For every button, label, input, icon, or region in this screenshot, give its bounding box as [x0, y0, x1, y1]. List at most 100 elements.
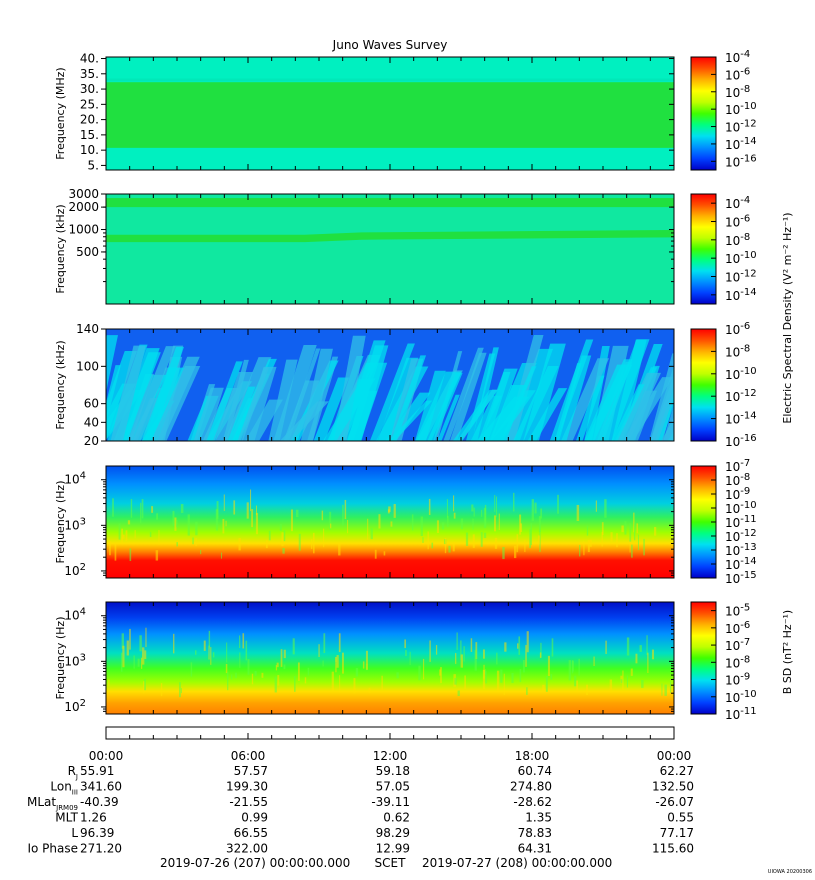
colorbar-tick-label: 10-8: [725, 472, 750, 488]
ephemeris-row-label: RJ: [68, 764, 78, 781]
y-tick-label: 104: [64, 471, 86, 487]
colorbar-tick-label: 10-8: [725, 84, 750, 100]
y-tick-label: 1000: [68, 223, 99, 237]
y-tick-label: 20.: [80, 113, 99, 127]
emission-streak: [470, 395, 503, 441]
emission-streak: [206, 361, 243, 441]
ephemeris-value: 1.26: [80, 811, 107, 825]
y-tick-label: 5.: [88, 158, 99, 172]
emission-streak: [449, 352, 487, 441]
time-axis: 00:00 06:00 12:00 18:00 00:00 RJ 55.91 57.57 59.…: [27, 726, 694, 870]
emission-streak: [556, 355, 592, 441]
y-tick-label: 15.: [80, 128, 99, 142]
emission-streak: [193, 387, 224, 441]
colorbar-tick-label: 10-4: [725, 49, 750, 65]
ephemeris-value: -40.39: [80, 795, 119, 809]
emission-streak: [523, 343, 566, 441]
colorbar: 10-6 10-8 10-10 10-12 10-14 10-16: [690, 321, 757, 449]
time-label: 00:00: [657, 749, 692, 763]
emission-streak: [141, 367, 185, 441]
magnetic-colorbar-title: B SD (nT² Hz⁻¹): [781, 610, 794, 694]
colorbar-tick-label: 10-13: [725, 542, 757, 558]
emission-streak: [585, 359, 633, 441]
y-tick-label: 40: [84, 415, 99, 429]
emission-streak: [151, 365, 201, 441]
ephemeris-value: 57.57: [234, 764, 268, 778]
y-tick-label: 102: [64, 698, 86, 714]
y-tick-label: 10.: [80, 143, 99, 157]
colorbar-scale: [690, 328, 717, 442]
y-tick-label: 103: [64, 516, 86, 532]
ephemeris-value: 132.50: [652, 780, 694, 794]
emission-streak: [388, 400, 433, 441]
ephemeris-value: 59.18: [376, 764, 410, 778]
time-label: 06:00: [231, 749, 266, 763]
emission-streak: [110, 345, 146, 441]
y-tick-label: 35.: [80, 67, 99, 81]
colorbar-tick-label: 10-8: [725, 343, 750, 359]
y-tick-label: 100: [76, 359, 99, 373]
ephemeris-value: 199.30: [226, 780, 268, 794]
electric-colorbar-title: Electric Spectral Density (V² m⁻² Hz⁻¹): [781, 212, 794, 423]
y-tick-label: 500: [76, 245, 99, 259]
colorbar-tick-label: 10-6: [725, 66, 750, 82]
emission-streak: [215, 371, 253, 441]
colorbar-tick-label: 10-15: [725, 570, 757, 586]
colorbar-tick-label: 10-4: [725, 195, 750, 211]
spectrogram-panels: 40.35.30.25. 20.15.10.5. Frequency (MHz) 10…: [54, 49, 757, 722]
colorbar-tick-label: 10-16: [725, 433, 757, 449]
panel-khz-low-image: [106, 329, 674, 441]
ephemeris-value: -26.07: [655, 795, 694, 809]
panel-khz-low: 140 100 60 40 20 Frequency (kHz) 10-6 10-8 10-10…: [54, 321, 757, 449]
y-tick-label: 104: [64, 607, 86, 623]
colorbar-tick-label: 10-6: [725, 321, 750, 337]
time-range-label: SCET: [375, 856, 407, 870]
ephemeris-value: -39.11: [371, 795, 410, 809]
ephemeris-value: 55.91: [80, 764, 114, 778]
watermark: UIOWA 20200306: [768, 869, 812, 875]
colorbar-tick-label: 10-14: [725, 136, 757, 152]
colorbar-titles: Electric Spectral Density (V² m⁻² Hz⁻¹) …: [781, 212, 794, 694]
ephemeris-value: 77.17: [660, 826, 694, 840]
colorbar-tick-label: 10-9: [725, 672, 750, 688]
colorbar-tick-label: 10-16: [725, 153, 757, 169]
colorbar-tick-label: 10-10: [725, 500, 757, 516]
emission-streak: [625, 390, 658, 441]
emission-streak: [443, 347, 484, 441]
ephemeris-value: 274.80: [510, 780, 552, 794]
time-label: 00:00: [89, 749, 124, 763]
emission-streak: [347, 362, 388, 441]
time-label: 18:00: [515, 749, 550, 763]
ephemeris-value: 0.62: [383, 811, 410, 825]
emission-band: [106, 82, 674, 148]
spectrogram-layers: [106, 602, 674, 714]
colorbar-tick-label: 10-10: [725, 101, 757, 117]
ephemeris-value: 271.20: [80, 842, 122, 856]
panel-khz-high-image: [106, 194, 674, 304]
colorbar-scale: [690, 601, 717, 715]
spectrogram-layers: [106, 466, 674, 578]
ephemeris-row-label: Io Phase: [27, 842, 78, 856]
y-axis-label: Frequency (kHz): [54, 204, 67, 293]
colorbar: 10-4 10-6 10-8 10-10 10-12 10-14: [690, 193, 757, 305]
colorbar-scale: [690, 56, 717, 171]
ephemeris-value: 57.05: [376, 780, 410, 794]
colorbar-tick-label: 10-12: [725, 119, 757, 135]
figure-title: Juno Waves Survey: [332, 38, 448, 52]
emission-streak: [415, 371, 462, 441]
ephemeris-value: -28.62: [513, 795, 552, 809]
emission-streak: [313, 377, 350, 441]
emission-streak: [500, 366, 537, 441]
ephemeris-value: 12.99: [376, 842, 410, 856]
ephemeris-value: 66.55: [234, 826, 268, 840]
y-tick-label: 2000: [68, 200, 99, 214]
emission-streak: [268, 359, 298, 441]
colorbar-tick-label: 10-5: [725, 603, 750, 619]
y-axis-label: Frequency (kHz): [54, 340, 67, 429]
y-tick-label: 60: [84, 397, 99, 411]
y-tick-label: 20: [84, 434, 99, 448]
